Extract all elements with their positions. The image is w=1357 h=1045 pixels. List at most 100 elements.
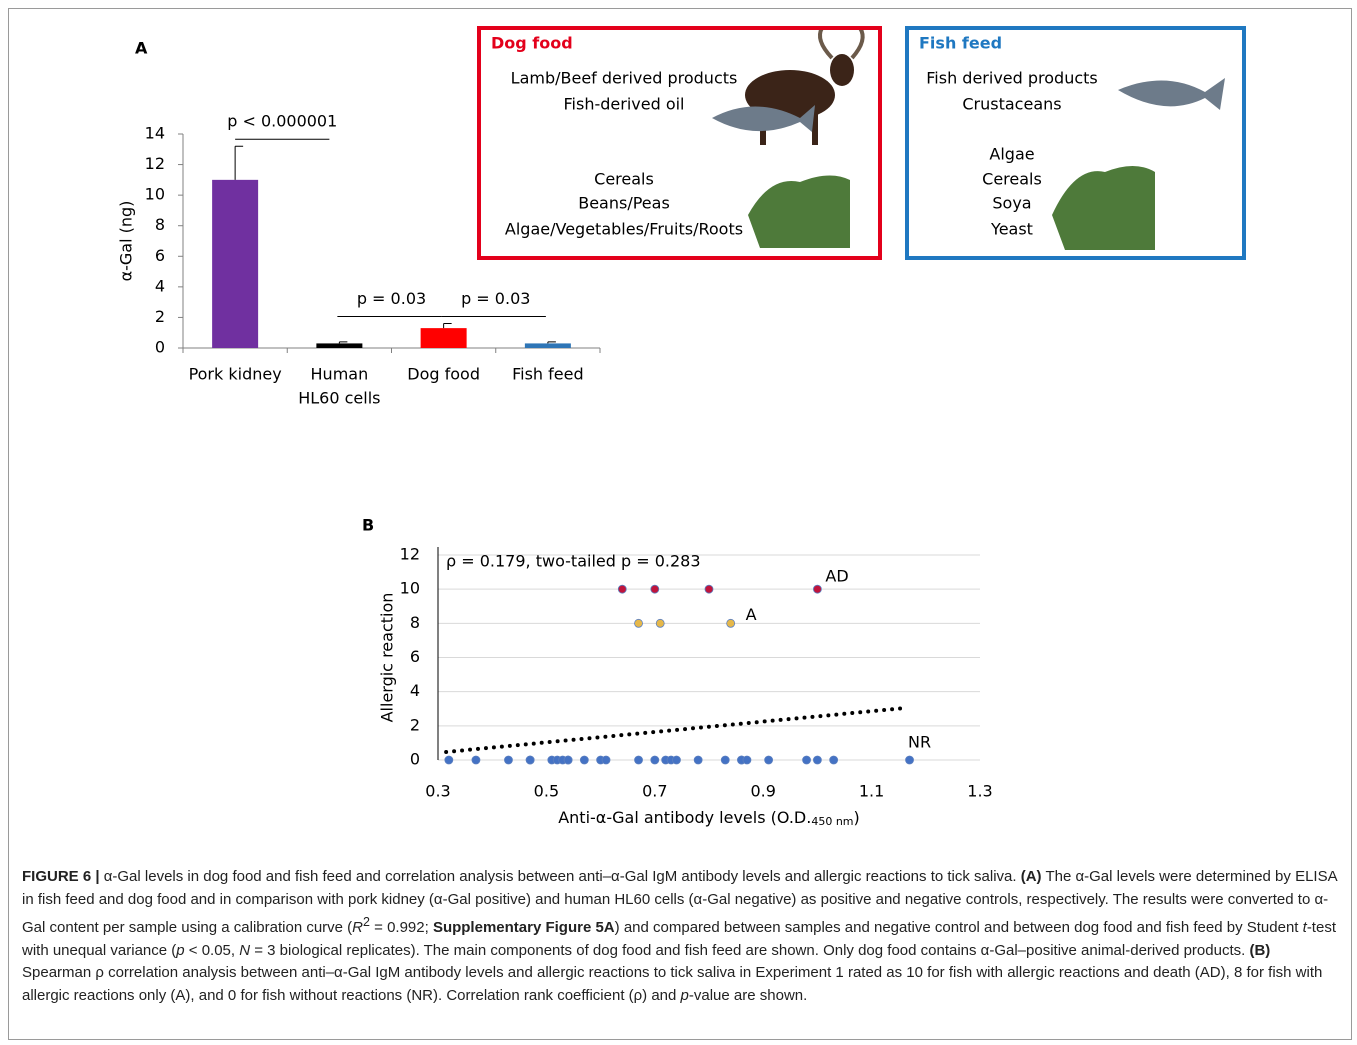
- caption-text: Spearman ρ correlation analysis between …: [22, 964, 1323, 1004]
- y-tick-label: 4: [155, 276, 165, 295]
- y-tick-label: 6: [410, 647, 420, 666]
- x-tick-label: Human: [311, 365, 369, 384]
- y-axis-label: Allergic reaction: [378, 593, 397, 723]
- y-tick-label: 8: [410, 613, 420, 632]
- point: [563, 755, 573, 765]
- box-item: Beans/Peas: [578, 194, 670, 213]
- box-item: Fish derived products: [926, 69, 1098, 88]
- trend-line: [444, 706, 907, 754]
- caption-text: N: [239, 941, 251, 959]
- illustrations: [712, 26, 1225, 250]
- x-tick-label: Dog food: [407, 365, 480, 384]
- box-item: Algae: [989, 145, 1034, 164]
- point: [617, 584, 627, 594]
- point: [764, 755, 774, 765]
- bar: [316, 343, 363, 348]
- point-label: A: [746, 605, 757, 624]
- point: [650, 584, 660, 594]
- caption-text: p: [176, 941, 185, 959]
- box-item: Yeast: [990, 220, 1033, 239]
- significance-label: p < 0.000001: [227, 112, 337, 131]
- x-tick-label: 1.1: [859, 782, 884, 801]
- panel-label: B: [362, 516, 374, 535]
- annotation: ρ = 0.179, two-tailed p = 0.283: [446, 552, 701, 571]
- point: [579, 755, 589, 765]
- y-tick-label: 2: [155, 307, 165, 326]
- box-item: Algae/Vegetables/Fruits/Roots: [505, 220, 743, 239]
- box-item: Fish-derived oil: [564, 95, 685, 114]
- point: [634, 618, 643, 628]
- y-tick-label: 10: [400, 579, 420, 598]
- caption-text: ) and compared between samples and negat…: [614, 919, 1303, 936]
- point: [655, 618, 665, 628]
- box-title: Fish feed: [919, 34, 1002, 53]
- y-tick-label: 10: [145, 185, 165, 204]
- bar: [524, 343, 571, 348]
- error-bar: [234, 145, 244, 180]
- caption-text: t: [1302, 919, 1307, 936]
- box-title: Dog food: [491, 34, 573, 53]
- box-item: Lamb/Beef derived products: [511, 69, 738, 88]
- caption-text: (B): [1249, 941, 1271, 959]
- point: [704, 584, 714, 594]
- box-item: Cereals: [982, 170, 1042, 189]
- point: [829, 755, 839, 765]
- x-tick-label: Pork kidney: [189, 365, 282, 384]
- figure: A B Dog food Lamb/Beef derived products Fi…: [117, 26, 1246, 829]
- caption-text: (A): [1020, 868, 1042, 885]
- box-item: Crustaceans: [962, 95, 1061, 114]
- y-tick-label: 12: [400, 545, 420, 564]
- y-tick-label: 0: [155, 338, 165, 357]
- caption-text: 2: [363, 915, 370, 929]
- x-tick-label: Fish feed: [512, 365, 584, 384]
- y-tick-label: 14: [145, 124, 165, 143]
- y-tick-label: 6: [155, 246, 165, 265]
- x-tick-label: 0.5: [534, 782, 559, 801]
- error-bar: [547, 341, 556, 344]
- point: [802, 755, 811, 765]
- box-item: Soya: [992, 194, 1031, 213]
- y-tick-label: 2: [410, 715, 420, 734]
- caption-text: The α-Gal levels were determined by ELIS…: [22, 868, 1337, 936]
- x-tick-label: 0.3: [425, 782, 450, 801]
- x-axis-label-part: Anti-α-Gal antibody levels (O.D.: [558, 808, 811, 827]
- caption: FIGURE 6 | α-Gal levels in dog food and …: [22, 866, 1340, 1007]
- caption-text: Supplementary Figure 5A: [432, 919, 615, 936]
- caption-text: -test with unequal variance (: [22, 919, 1336, 959]
- point: [444, 755, 454, 765]
- significance-label: p = 0.03: [461, 289, 530, 308]
- point: [601, 755, 611, 765]
- caption-text: -value are shown.: [688, 986, 808, 1004]
- point: [693, 755, 703, 765]
- point: [813, 755, 822, 765]
- figure-frame: [8, 8, 1352, 1040]
- point: [504, 755, 513, 765]
- significance-label: p = 0.03: [357, 289, 426, 308]
- error-bar: [338, 341, 348, 344]
- caption-text: = 0.992;: [369, 919, 433, 936]
- point-label: NR: [908, 733, 931, 752]
- point: [720, 755, 730, 765]
- caption-text: = 3 biological replicates). The main com…: [250, 941, 1250, 959]
- caption-text: < 0.05,: [184, 941, 240, 959]
- bar: [212, 179, 259, 348]
- food-box: [477, 26, 882, 260]
- caption-text: FIGURE 6 |: [22, 868, 100, 885]
- x-axis-label: Anti-α-Gal antibody levels (O.D.450 nm): [558, 808, 860, 829]
- panel-label: A: [135, 39, 148, 58]
- point: [650, 755, 660, 765]
- y-axis-label: α-Gal (ng): [117, 201, 136, 282]
- x-tick-label: HL60 cells: [298, 389, 380, 408]
- box-item: Cereals: [594, 170, 654, 189]
- x-axis-label-part: ): [854, 808, 860, 827]
- point: [905, 755, 914, 765]
- y-tick-label: 4: [410, 681, 420, 700]
- x-axis-label-part: 450 nm: [811, 815, 853, 828]
- y-tick-label: 8: [155, 215, 165, 234]
- food-box: [905, 26, 1246, 260]
- point: [525, 755, 535, 765]
- point: [726, 618, 736, 628]
- caption-text: α-Gal levels in dog food and fish feed a…: [99, 868, 1021, 885]
- error-bar: [443, 323, 452, 329]
